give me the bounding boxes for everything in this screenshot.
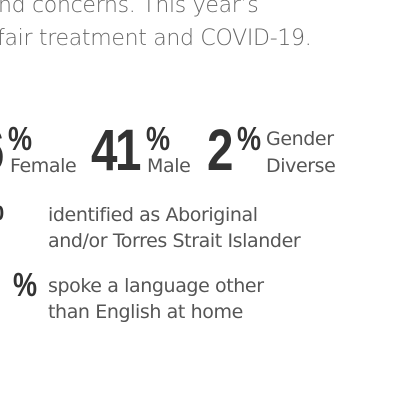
aboriginal-percent-sign: %	[0, 192, 4, 225]
female-value-digit: 6	[0, 122, 4, 180]
gender-diverse-label-line-1: Gender	[266, 128, 334, 150]
aboriginal-text-line-2: and/or Torres Strait Islander	[48, 230, 301, 252]
aboriginal-text-line-1: identified as Aboriginal	[48, 204, 258, 226]
language-percent-sign: %	[13, 266, 37, 303]
gender-diverse-value: 2	[207, 118, 233, 183]
male-label: Male	[147, 155, 191, 177]
gender-diverse-label-line-2: Diverse	[266, 155, 336, 177]
female-label: Female	[10, 155, 77, 177]
language-text-line-2: than English at home	[48, 301, 243, 323]
language-value-digit-fragment: 9	[0, 264, 3, 322]
intro-line-1: nd concerns. This year’s	[0, 0, 259, 18]
gender-diverse-percent-sign: %	[237, 120, 261, 157]
intro-line-2: fair treatment and COVID-19.	[0, 26, 312, 51]
female-percent-sign: %	[8, 120, 32, 157]
male-value: 41	[91, 118, 141, 183]
male-percent-sign: %	[146, 120, 170, 157]
language-text-line-1: spoke a language other	[48, 275, 264, 297]
